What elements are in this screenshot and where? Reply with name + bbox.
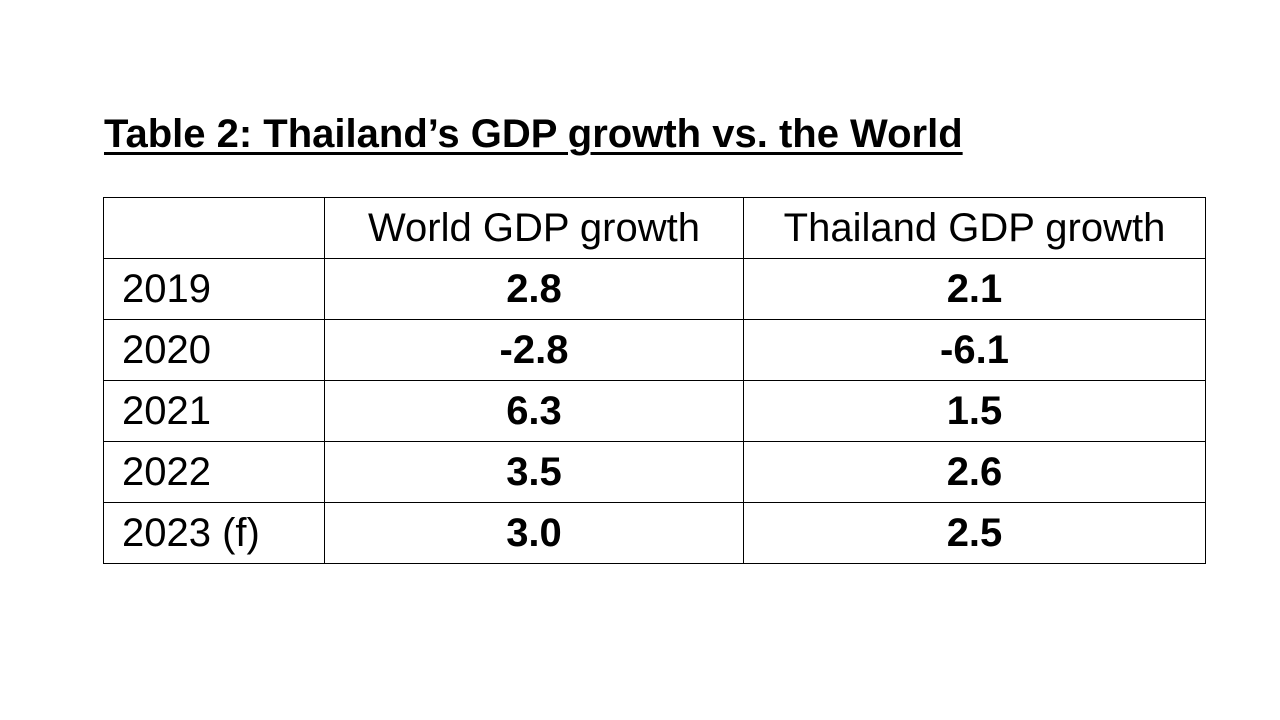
world-growth-cell: 6.3 (324, 380, 744, 442)
thailand-growth-cell: -6.1 (743, 319, 1206, 381)
world-growth-cell: 2.8 (324, 258, 744, 320)
header-cell-world: World GDP growth (324, 197, 744, 259)
thailand-growth-cell: 2.6 (743, 441, 1206, 503)
year-cell: 2020 (103, 319, 325, 381)
table-row: 2021 6.3 1.5 (103, 380, 1206, 442)
year-cell: 2022 (103, 441, 325, 503)
table-row: 2022 3.5 2.6 (103, 441, 1206, 503)
year-cell: 2021 (103, 380, 325, 442)
year-cell: 2019 (103, 258, 325, 320)
table-row: 2020 -2.8 -6.1 (103, 319, 1206, 381)
thailand-growth-cell: 1.5 (743, 380, 1206, 442)
year-cell: 2023 (f) (103, 502, 325, 564)
table-header-row: World GDP growth Thailand GDP growth (103, 197, 1206, 259)
world-growth-cell: 3.0 (324, 502, 744, 564)
thailand-growth-cell: 2.5 (743, 502, 1206, 564)
header-cell-empty (103, 197, 325, 259)
header-cell-thailand: Thailand GDP growth (743, 197, 1206, 259)
table-row: 2023 (f) 3.0 2.5 (103, 502, 1206, 564)
table-title: Table 2: Thailand’s GDP growth vs. the W… (104, 112, 963, 156)
thailand-growth-cell: 2.1 (743, 258, 1206, 320)
world-growth-cell: -2.8 (324, 319, 744, 381)
gdp-growth-table: World GDP growth Thailand GDP growth 201… (103, 197, 1206, 564)
table-row: 2019 2.8 2.1 (103, 258, 1206, 320)
world-growth-cell: 3.5 (324, 441, 744, 503)
